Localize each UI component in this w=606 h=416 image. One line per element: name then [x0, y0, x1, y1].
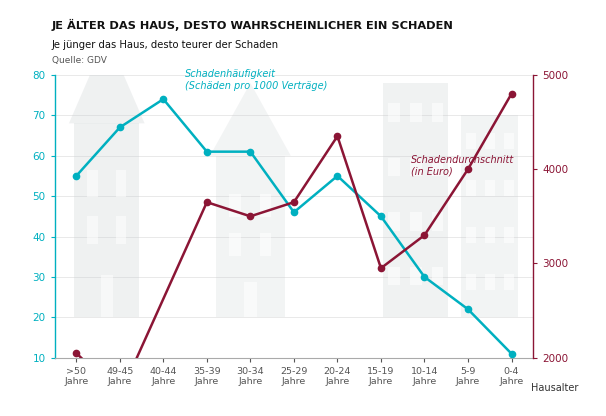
- Bar: [410, 158, 422, 176]
- Bar: [101, 275, 113, 317]
- Bar: [87, 216, 98, 244]
- Polygon shape: [210, 83, 291, 156]
- Bar: [383, 83, 448, 317]
- Text: JE ÄLTER DAS HAUS, DESTO WAHRSCHEINLICHER EIN SCHADEN: JE ÄLTER DAS HAUS, DESTO WAHRSCHEINLICHE…: [52, 19, 453, 31]
- Bar: [431, 103, 444, 122]
- Text: Schadendurchschnitt
(in Euro): Schadendurchschnitt (in Euro): [411, 155, 514, 177]
- Bar: [431, 158, 444, 176]
- Text: Quelle: GDV: Quelle: GDV: [52, 56, 107, 65]
- Bar: [388, 158, 400, 176]
- Bar: [116, 216, 126, 244]
- Bar: [485, 133, 495, 149]
- Bar: [504, 133, 514, 149]
- Bar: [388, 103, 400, 122]
- Bar: [410, 267, 422, 285]
- Bar: [466, 133, 476, 149]
- Text: Hausalter: Hausalter: [531, 383, 579, 393]
- Bar: [74, 124, 139, 317]
- Bar: [431, 212, 444, 231]
- Bar: [466, 227, 476, 243]
- Bar: [260, 195, 271, 217]
- Bar: [116, 170, 126, 197]
- Bar: [260, 233, 271, 256]
- Bar: [462, 115, 518, 317]
- Bar: [504, 274, 514, 290]
- Bar: [216, 156, 285, 317]
- Bar: [230, 195, 241, 217]
- Bar: [431, 267, 444, 285]
- Bar: [504, 180, 514, 196]
- Bar: [485, 227, 495, 243]
- Bar: [388, 212, 400, 231]
- Bar: [485, 274, 495, 290]
- Bar: [388, 267, 400, 285]
- Text: Schadenhäufigkeit
(Schäden pro 1000 Verträge): Schadenhäufigkeit (Schäden pro 1000 Vert…: [185, 69, 327, 91]
- Bar: [410, 212, 422, 231]
- Bar: [466, 180, 476, 196]
- Bar: [504, 227, 514, 243]
- Bar: [87, 170, 98, 197]
- Bar: [230, 233, 241, 256]
- Bar: [485, 180, 495, 196]
- Bar: [244, 282, 257, 317]
- Bar: [410, 103, 422, 122]
- Polygon shape: [69, 36, 145, 124]
- Text: Je jünger das Haus, desto teurer der Schaden: Je jünger das Haus, desto teurer der Sch…: [52, 40, 279, 50]
- Bar: [466, 274, 476, 290]
